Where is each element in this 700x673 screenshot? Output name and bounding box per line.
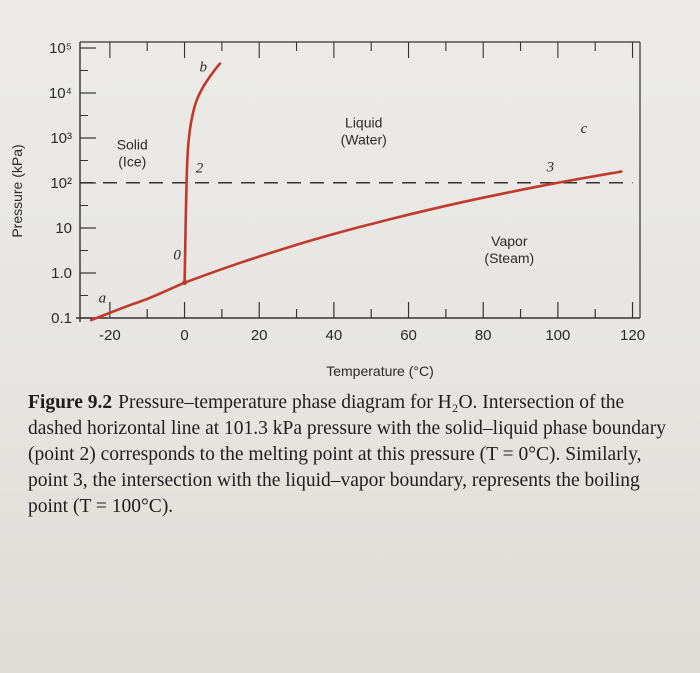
axis-layer: -20 0 20 40 60 80 100 1200.11.01010²10³10⁴10⁵Pr… xyxy=(9,40,645,379)
caption-text: Pressure–temperature phase diagram for H… xyxy=(28,392,666,517)
grid-layer xyxy=(80,42,634,319)
y-tick-label: 0.1 xyxy=(51,310,72,327)
point-label: a xyxy=(99,291,107,307)
liquid-vapor-boundary-line xyxy=(183,170,623,284)
point-label: 2 xyxy=(196,161,204,177)
x-tick-label: 80 xyxy=(475,327,492,344)
point-label: c xyxy=(581,121,588,137)
point-label: 3 xyxy=(546,160,555,176)
curve-layer xyxy=(80,62,633,322)
region-label: Vapor xyxy=(491,233,528,249)
x-tick-label: 40 xyxy=(326,327,343,344)
point-label: 0 xyxy=(173,247,181,263)
caption-figure-number: Figure 9.2 xyxy=(28,392,113,413)
triple-point-marker xyxy=(182,280,187,286)
y-tick-label: 10² xyxy=(50,175,72,192)
x-tick-label: 20 xyxy=(251,327,268,344)
x-axis-title: Temperature (°C) xyxy=(326,363,434,379)
region-label: (Ice) xyxy=(118,154,146,170)
y-tick-label: 10⁴ xyxy=(49,85,72,102)
y-tick-label: 10⁵ xyxy=(49,40,72,57)
region-label: Solid xyxy=(117,137,148,153)
x-tick-label: 100 xyxy=(545,327,570,344)
y-tick-label: 10³ xyxy=(50,130,72,147)
x-tick-label: 120 xyxy=(620,327,645,344)
solid-liquid-boundary-line xyxy=(183,62,222,284)
region-label: (Water) xyxy=(341,132,387,148)
solid-vapor-boundary-line xyxy=(89,281,186,322)
y-tick-label: 10 xyxy=(55,220,72,237)
point-label: b xyxy=(199,60,207,76)
x-tick-label: -20 xyxy=(99,327,121,344)
region-label: (Steam) xyxy=(484,250,534,266)
figure-caption: Figure 9.2 Pressure–temperature phase dia… xyxy=(28,390,668,520)
region-label: Liquid xyxy=(345,115,382,131)
y-axis-title: Pressure (kPa) xyxy=(9,144,25,237)
x-tick-label: 60 xyxy=(400,327,417,344)
y-tick-label: 1.0 xyxy=(51,265,72,282)
phase-diagram-chart: -20 0 20 40 60 80 100 1200.11.01010²10³10⁴10⁵Pr… xyxy=(9,40,645,379)
x-tick-label: 0 xyxy=(180,327,188,344)
label-layer: Solid(Ice) Liquid(Water) Vapor(Steam) a b c 2 3… xyxy=(99,60,588,307)
